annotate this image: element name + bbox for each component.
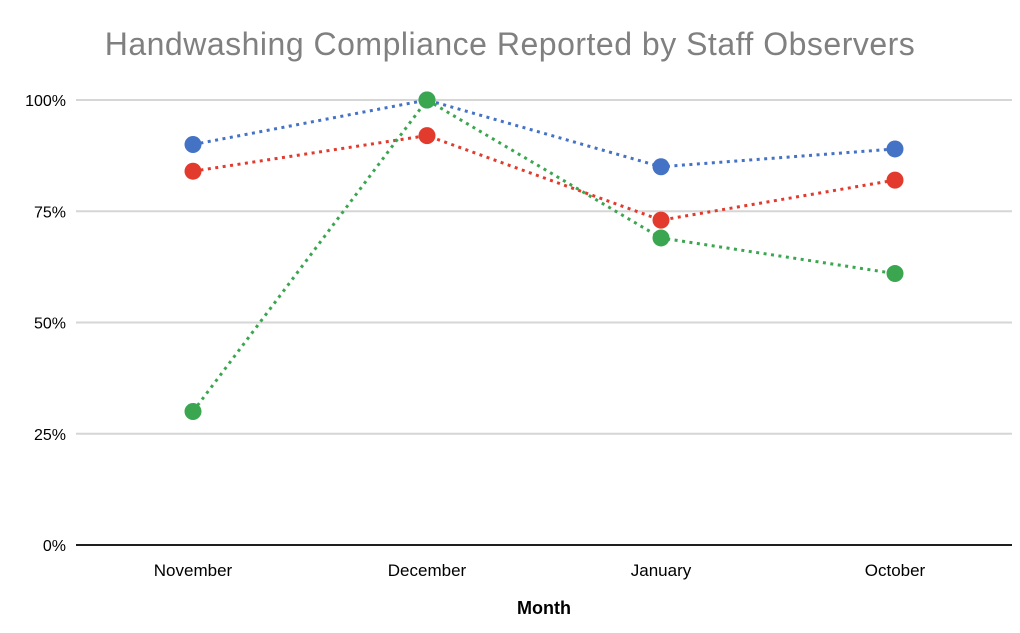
x-tick-label: December <box>388 561 467 580</box>
x-tick-label: November <box>154 561 233 580</box>
y-tick-label: 50% <box>34 316 66 333</box>
red-series-line <box>192 134 896 222</box>
blue-series-line <box>192 98 896 169</box>
red-series-point <box>886 171 904 189</box>
green-series-point <box>418 91 436 109</box>
red-series-point <box>184 162 202 180</box>
chart-title: Handwashing Compliance Reported by Staff… <box>104 26 916 62</box>
blue-series-point <box>886 140 904 158</box>
red-series-point <box>652 211 670 229</box>
green-series-line <box>191 98 896 413</box>
blue-series-point <box>652 158 670 176</box>
blue-series-point <box>184 136 202 153</box>
x-tick-label: January <box>631 561 692 580</box>
y-tick-label: 100% <box>25 93 66 110</box>
green-series-point <box>886 265 904 283</box>
x-tick-label: October <box>865 561 926 580</box>
y-tick-label: 0% <box>43 538 66 555</box>
green-series-point <box>184 403 202 420</box>
y-tick-label: 25% <box>34 427 66 444</box>
green-series-point <box>652 229 670 247</box>
x-axis-title: Month <box>517 598 571 618</box>
y-tick-label: 75% <box>34 204 66 221</box>
red-series-point <box>418 127 436 145</box>
